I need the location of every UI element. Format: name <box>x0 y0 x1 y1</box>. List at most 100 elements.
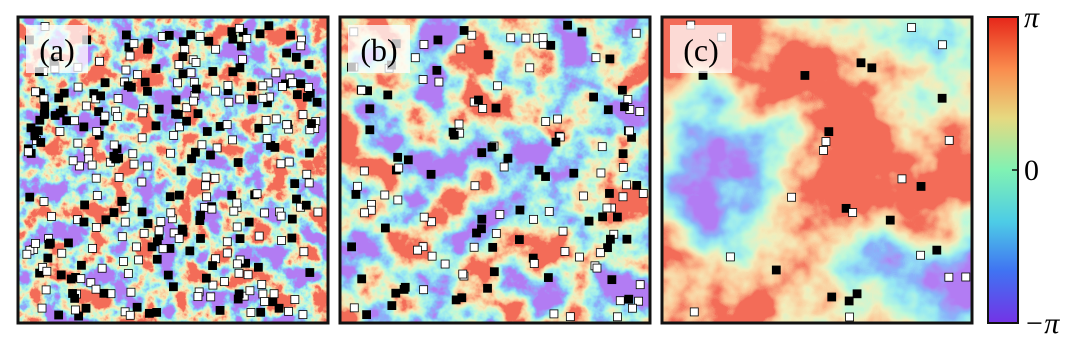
vortex-marker <box>137 207 147 217</box>
vortex-marker <box>800 71 810 80</box>
vortex-marker <box>235 63 245 73</box>
vortex-marker <box>165 192 175 202</box>
vortex-marker <box>291 52 301 62</box>
vortex-marker <box>885 215 895 225</box>
vortex-marker <box>92 191 102 200</box>
vortex-marker <box>238 54 247 64</box>
vortex-marker <box>206 150 215 160</box>
vortex-marker <box>80 200 90 210</box>
vortex-marker <box>351 190 361 199</box>
vortex-marker <box>544 207 554 216</box>
vortex-marker <box>824 127 834 137</box>
vortex-marker <box>618 149 628 159</box>
vortex-marker <box>156 217 166 226</box>
vortex-marker <box>87 160 97 170</box>
vortex-marker <box>827 292 837 302</box>
vortex-marker <box>613 312 622 322</box>
vortex-marker <box>227 27 237 37</box>
vortex-marker <box>261 116 271 125</box>
vortex-marker <box>101 215 111 225</box>
vortex-marker <box>100 111 110 121</box>
vortex-marker <box>418 75 428 84</box>
panel-frame <box>16 15 330 325</box>
vortex-marker <box>215 305 225 315</box>
vortex-marker <box>222 120 232 130</box>
vortex-marker <box>298 310 308 320</box>
vortex-marker <box>244 217 254 227</box>
vortex-marker <box>380 190 390 200</box>
vortex-marker <box>565 312 575 322</box>
vortex-marker <box>176 166 186 176</box>
vortex-marker <box>897 174 907 184</box>
vortex-marker <box>201 273 211 283</box>
vortex-marker <box>304 83 313 92</box>
vortex-marker <box>558 226 568 236</box>
vortex-marker <box>258 93 268 103</box>
vortex-marker <box>631 28 641 38</box>
vortex-marker <box>489 267 499 277</box>
vortex-marker <box>188 96 198 106</box>
vortex-marker <box>313 207 323 217</box>
vortex-marker <box>151 64 161 73</box>
vortex-marker <box>470 181 480 191</box>
vortex-marker <box>932 245 942 255</box>
vortex-marker <box>246 82 256 91</box>
vortex-marker <box>70 116 79 126</box>
vortex-marker <box>937 93 947 103</box>
vortex-marker <box>132 242 141 252</box>
vortex-marker <box>208 261 217 270</box>
panel: (a) <box>16 15 330 325</box>
vortex-marker <box>235 234 245 244</box>
vortex-marker <box>365 104 375 114</box>
vortex-marker <box>234 23 244 33</box>
vortex-marker <box>393 195 403 205</box>
vortex-marker <box>427 217 436 227</box>
vortex-marker <box>434 77 444 87</box>
vortex-marker <box>298 110 308 119</box>
vortex-marker <box>474 95 483 105</box>
vortex-marker <box>459 26 469 35</box>
vortex-marker <box>543 273 553 282</box>
vortex-marker <box>81 303 91 313</box>
vortex-marker <box>207 204 217 214</box>
vortex-marker <box>260 208 269 218</box>
vortex-marker <box>164 30 174 40</box>
vortex-marker <box>55 127 65 136</box>
vortex-marker <box>219 277 229 286</box>
vortex-marker <box>589 92 598 102</box>
vortex-marker <box>178 69 188 79</box>
vortex-marker <box>844 296 854 306</box>
vortex-marker <box>458 269 468 279</box>
vortex-marker <box>944 272 954 282</box>
vortex-marker <box>44 239 54 249</box>
vortex-marker <box>42 266 52 276</box>
vortex-marker <box>117 232 127 242</box>
vortex-marker <box>47 212 56 221</box>
vortex-marker <box>137 133 147 143</box>
vortex-marker <box>174 190 184 200</box>
vortex-marker <box>232 198 242 208</box>
tick-label: π <box>1024 1 1040 34</box>
vortex-marker <box>202 192 212 202</box>
vortex-marker <box>185 246 195 256</box>
vortex-marker <box>252 189 262 199</box>
vortex-marker <box>195 31 205 41</box>
vortex-marker <box>299 247 309 257</box>
vortex-marker <box>725 252 735 262</box>
vortex-marker <box>140 77 150 87</box>
vortex-marker <box>210 173 220 183</box>
vortex-marker <box>193 292 203 302</box>
vortex-marker <box>620 102 629 112</box>
vortex-marker <box>271 68 281 78</box>
vortex-marker <box>553 114 562 124</box>
vortex-marker <box>152 254 162 264</box>
vortex-marker <box>635 107 645 116</box>
vortex-marker <box>191 84 201 94</box>
vortex-marker <box>287 233 297 243</box>
vortex-marker <box>357 85 367 95</box>
vortex-marker <box>86 278 96 288</box>
vortex-marker <box>258 289 268 299</box>
vortex-marker <box>605 54 615 64</box>
vortex-marker <box>113 94 123 103</box>
